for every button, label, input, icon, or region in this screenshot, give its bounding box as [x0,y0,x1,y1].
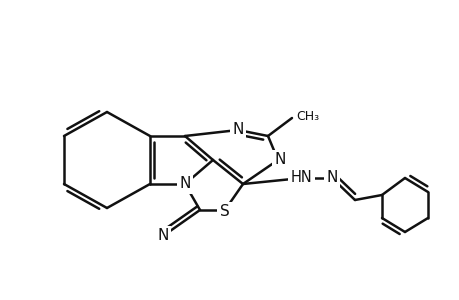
Text: CH₃: CH₃ [295,110,319,122]
Text: N: N [232,122,243,137]
Text: N: N [274,152,285,167]
Text: N: N [325,170,337,185]
Text: N: N [157,229,168,244]
Text: HN: HN [291,170,312,185]
Text: N: N [179,176,190,191]
Text: S: S [220,205,230,220]
